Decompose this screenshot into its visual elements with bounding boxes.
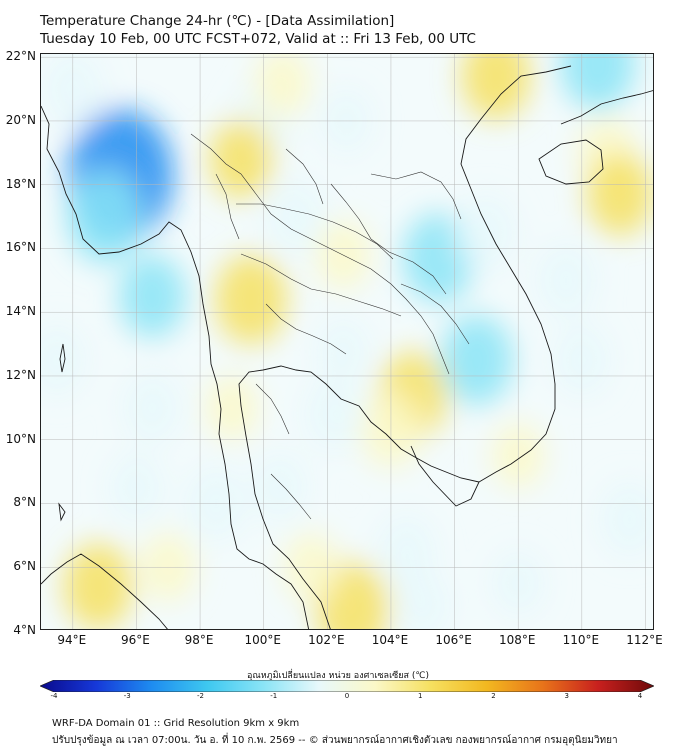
lon-label-1: 96°E [121, 633, 150, 647]
lat-label-4: 14°N [5, 304, 36, 319]
colorbar [40, 680, 654, 692]
anomaly-patch-19 [461, 54, 531, 120]
anomaly-patch-12 [440, 315, 513, 406]
lon-label-5: 104°E [371, 633, 409, 647]
anomaly-patch-17 [255, 54, 311, 118]
anomaly-patch-15 [317, 317, 370, 384]
anomaly-patch-35 [123, 371, 182, 445]
footer-credit: ปรับปรุงข้อมูล ณ เวลา 07:00น. วัน อ. ที่… [52, 735, 618, 746]
map-title: Temperature Change 24-hr (℃) - [Data Ass… [40, 13, 395, 29]
lon-label-6: 106°E [435, 633, 472, 647]
anomaly-patch-23 [535, 242, 597, 319]
colorbar-tick-4: 0 [344, 692, 350, 700]
anomaly-patch-38 [205, 375, 259, 441]
lon-label-9: 112°E [626, 633, 663, 647]
colorbar-tick-8: 4 [637, 692, 643, 700]
colorbar-tick-3: -1 [270, 692, 278, 700]
admin-borders [190, 133, 470, 520]
colorbar-tick-7: 3 [564, 692, 569, 700]
map-canvas [41, 54, 653, 629]
anomaly-patch-2 [119, 254, 186, 338]
lon-label-4: 102°E [308, 633, 345, 647]
footer-domain-info: WRF-DA Domain 01 :: Grid Resolution 9km … [52, 718, 300, 729]
temperature-anomaly-layer [41, 54, 653, 629]
anomaly-patch-27 [63, 543, 133, 629]
anomaly-patch-6 [209, 119, 274, 199]
anomaly-patch-22 [586, 152, 653, 236]
lat-label-6: 10°N [5, 431, 36, 446]
lat-label-3: 16°N [5, 240, 36, 255]
colorbar-tick-6: 2 [491, 692, 496, 700]
colorbar-tick-2: -2 [197, 692, 204, 700]
lat-label-2: 18°N [5, 176, 36, 191]
anomaly-patch-4 [41, 323, 86, 397]
anomaly-patch-9 [265, 178, 326, 255]
anomaly-patch-16 [304, 377, 363, 451]
lat-label-8: 6°N [13, 559, 36, 574]
lat-label-9: 4°N [13, 623, 36, 637]
colorbar-label: อุณหภูมิเปลี่ยนแปลง หน่วย องศาเซลเซียส (… [246, 671, 430, 681]
lat-label-7: 8°N [13, 495, 36, 510]
anomaly-patch-20 [560, 54, 636, 111]
lon-label-2: 98°E [184, 633, 214, 647]
lat-label-0: 22°N [5, 49, 36, 64]
lat-label-1: 20°N [5, 112, 36, 127]
colorbar-tick-1: -3 [123, 692, 131, 700]
graticule [41, 54, 653, 629]
map-frame [40, 53, 654, 630]
anomaly-patch-11 [455, 194, 517, 271]
lat-label-5: 12°N [5, 367, 36, 382]
anomaly-patch-26 [599, 481, 653, 558]
anomaly-patch-1 [67, 169, 143, 264]
anomaly-patch-7 [214, 254, 287, 345]
lon-label-8: 110°E [562, 633, 600, 647]
coastlines [41, 65, 653, 629]
anomaly-patch-34 [252, 453, 308, 523]
colorbar-tick-0: -4 [50, 692, 58, 700]
lon-label-7: 108°E [498, 633, 536, 647]
lon-label-3: 100°E [244, 633, 281, 647]
map-subtitle: Tuesday 10 Feb, 00 UTC FCST+072, Valid a… [40, 31, 476, 47]
colorbar-tick-5: 1 [418, 692, 423, 700]
anomaly-patch-31 [377, 515, 436, 588]
lon-label-0: 94°E [57, 633, 87, 647]
anomaly-patch-36 [395, 571, 451, 629]
